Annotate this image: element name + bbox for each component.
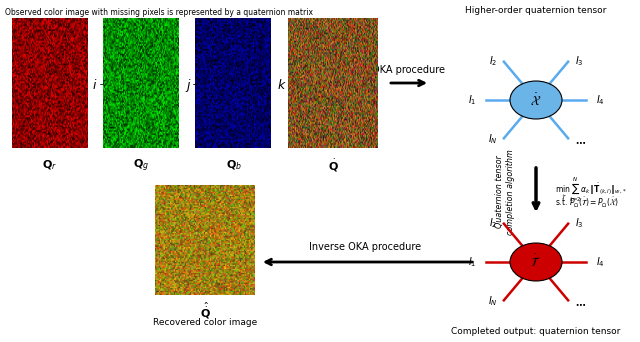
Text: Observed color image with missing pixels is represented by a quaternion matrix: Observed color image with missing pixels…: [5, 8, 313, 17]
Text: +: +: [99, 80, 108, 90]
Text: $I_2$: $I_2$: [489, 54, 497, 68]
Text: $\bf{\cdots}$: $\bf{\cdots}$: [575, 137, 586, 146]
Ellipse shape: [510, 81, 562, 119]
Text: Quaternion tensor
completion algorithm: Quaternion tensor completion algorithm: [495, 149, 515, 235]
Text: $I_1$: $I_1$: [467, 93, 476, 107]
Text: $I_3$: $I_3$: [575, 216, 583, 230]
Text: $I_4$: $I_4$: [596, 93, 605, 107]
Text: $\hat{\dot{\mathbf{Q}}}$: $\hat{\dot{\mathbf{Q}}}$: [200, 300, 211, 321]
Text: $\mathbf{Q}_g$: $\mathbf{Q}_g$: [133, 158, 149, 174]
Text: $\bf{\cdots}$: $\bf{\cdots}$: [575, 299, 586, 308]
Text: $\dot{\mathcal{T}}$: $\dot{\mathcal{T}}$: [531, 254, 541, 270]
Text: $I_N$: $I_N$: [488, 294, 497, 308]
Text: $I_N$: $I_N$: [488, 132, 497, 146]
Text: $\mathbf{Q}_r$: $\mathbf{Q}_r$: [42, 158, 58, 172]
Text: $i$: $i$: [92, 78, 98, 92]
Text: s.t. $P_\Omega(\dot{\mathcal{T}}) = P_\Omega(\dot{\mathcal{X}})$: s.t. $P_\Omega(\dot{\mathcal{T}}) = P_\O…: [555, 196, 619, 210]
Text: +: +: [192, 80, 202, 90]
Text: Inverse OKA procedure: Inverse OKA procedure: [309, 242, 421, 252]
Text: $I_4$: $I_4$: [596, 255, 605, 269]
Text: $\mathbf{Q}_b$: $\mathbf{Q}_b$: [226, 158, 242, 172]
Text: $\min_{\dot{\mathcal{T}}} \sum_{k=2}^{N} \alpha_k \|\dot{\mathbf{T}}_{(k,l)}\|_{: $\min_{\dot{\mathcal{T}}} \sum_{k=2}^{N}…: [555, 175, 627, 204]
Text: $\dot{\mathcal{X}}$: $\dot{\mathcal{X}}$: [531, 92, 541, 108]
Text: Higher-order quaternion tensor: Higher-order quaternion tensor: [465, 6, 607, 15]
Text: $k$: $k$: [277, 78, 287, 92]
Text: $\dot{\mathbf{Q}}$: $\dot{\mathbf{Q}}$: [328, 158, 339, 174]
Text: OKA procedure: OKA procedure: [372, 65, 445, 75]
Text: =: =: [287, 80, 296, 90]
Text: $I_3$: $I_3$: [575, 54, 583, 68]
Text: Recovered color image: Recovered color image: [153, 318, 257, 327]
Ellipse shape: [510, 243, 562, 281]
Text: $j$: $j$: [184, 77, 191, 93]
Text: $I_1$: $I_1$: [467, 255, 476, 269]
Text: Completed output: quaternion tensor: Completed output: quaternion tensor: [451, 327, 621, 336]
Text: $I_2$: $I_2$: [489, 216, 497, 230]
